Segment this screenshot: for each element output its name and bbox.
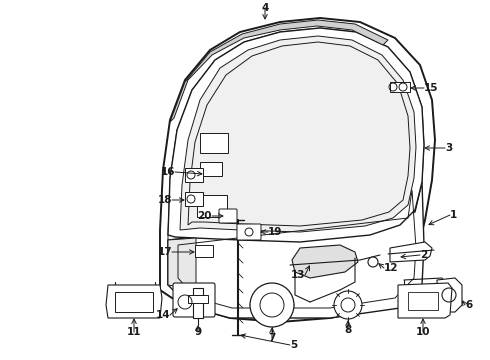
FancyBboxPatch shape — [173, 283, 215, 317]
Bar — [193, 288, 203, 318]
Bar — [185, 192, 203, 206]
FancyBboxPatch shape — [237, 224, 261, 240]
Bar — [200, 133, 228, 153]
Polygon shape — [180, 36, 416, 232]
Text: 2: 2 — [420, 250, 427, 260]
Text: 20: 20 — [197, 211, 212, 221]
Polygon shape — [106, 285, 162, 318]
Text: 5: 5 — [290, 340, 297, 350]
Bar — [188, 295, 208, 303]
Bar — [408, 292, 438, 310]
Circle shape — [250, 283, 294, 327]
Text: 7: 7 — [269, 333, 276, 343]
Text: 11: 11 — [127, 327, 141, 337]
Polygon shape — [168, 238, 196, 290]
Polygon shape — [170, 20, 388, 122]
FancyBboxPatch shape — [219, 209, 237, 223]
Circle shape — [334, 291, 362, 319]
Bar — [390, 82, 410, 92]
Polygon shape — [168, 182, 424, 318]
Bar — [195, 245, 213, 257]
Bar — [115, 292, 153, 312]
Circle shape — [368, 257, 378, 267]
Text: 9: 9 — [195, 327, 201, 337]
Text: 8: 8 — [344, 325, 352, 335]
Bar — [197, 195, 227, 217]
Text: 4: 4 — [261, 3, 269, 13]
Polygon shape — [160, 18, 435, 322]
Text: 18: 18 — [157, 195, 172, 205]
Text: 19: 19 — [268, 227, 282, 237]
Text: 15: 15 — [424, 83, 439, 93]
Text: 12: 12 — [384, 263, 398, 273]
Polygon shape — [390, 242, 432, 262]
Text: 14: 14 — [155, 310, 170, 320]
Polygon shape — [168, 28, 424, 242]
Text: 17: 17 — [157, 247, 172, 257]
Text: 1: 1 — [450, 210, 457, 220]
Text: 10: 10 — [416, 327, 430, 337]
Text: 13: 13 — [291, 270, 305, 280]
Bar — [185, 168, 203, 182]
Polygon shape — [437, 278, 462, 312]
Polygon shape — [292, 245, 358, 278]
Text: 16: 16 — [161, 167, 175, 177]
Bar — [200, 162, 222, 176]
Polygon shape — [398, 283, 452, 318]
Text: 6: 6 — [465, 300, 472, 310]
Text: 3: 3 — [445, 143, 452, 153]
